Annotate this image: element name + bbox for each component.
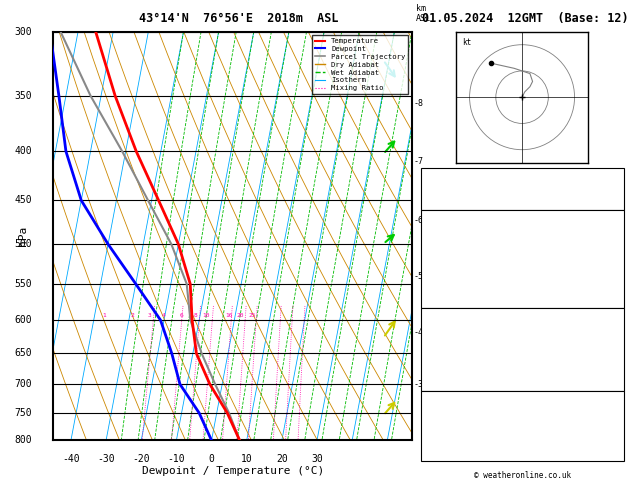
Text: 3: 3: [616, 352, 621, 361]
Text: 4: 4: [616, 268, 621, 277]
Text: hPa: hPa: [18, 226, 28, 246]
Text: Most Unstable: Most Unstable: [490, 311, 555, 320]
Text: 30: 30: [311, 454, 323, 464]
Text: 313: 313: [606, 338, 621, 347]
Text: 450: 450: [14, 195, 32, 206]
Text: θᵉ(K): θᵉ(K): [423, 255, 448, 263]
Text: K: K: [423, 171, 428, 180]
Text: 0.98: 0.98: [601, 198, 621, 207]
Text: Lifted Index: Lifted Index: [423, 268, 483, 277]
Text: 700: 700: [14, 379, 32, 389]
Text: 0: 0: [616, 295, 621, 304]
Text: 286°: 286°: [601, 435, 621, 444]
Text: -9999: -9999: [596, 171, 621, 180]
Text: 10: 10: [203, 313, 210, 318]
Text: Totals Totals: Totals Totals: [423, 185, 488, 193]
Text: Surface: Surface: [505, 214, 540, 223]
Text: 0: 0: [616, 365, 621, 374]
Text: 2: 2: [616, 422, 621, 431]
Text: Pressure (mb): Pressure (mb): [423, 325, 488, 333]
Text: 750: 750: [14, 408, 32, 418]
Text: 7: 7: [616, 449, 621, 458]
Text: 350: 350: [14, 91, 32, 101]
Text: Dewpoint / Temperature (°C): Dewpoint / Temperature (°C): [142, 467, 324, 476]
Text: -6: -6: [414, 216, 424, 225]
Text: 20: 20: [237, 313, 245, 318]
Text: Lifted Index: Lifted Index: [423, 352, 483, 361]
Text: -20: -20: [133, 454, 150, 464]
Text: θᵉ (K): θᵉ (K): [423, 338, 454, 347]
Text: -4: -4: [414, 328, 424, 337]
Text: 500: 500: [14, 239, 32, 249]
Text: Temp (°C): Temp (°C): [423, 227, 469, 236]
Text: StmDir: StmDir: [423, 435, 454, 444]
Text: 25: 25: [248, 313, 255, 318]
Text: -8: -8: [414, 100, 424, 108]
Text: 600: 600: [14, 315, 32, 325]
Text: 400: 400: [14, 146, 32, 156]
Text: 01.05.2024  12GMT  (Base: 12): 01.05.2024 12GMT (Base: 12): [422, 12, 628, 25]
Text: -9999: -9999: [596, 185, 621, 193]
Text: 1: 1: [103, 313, 106, 318]
Text: -14: -14: [606, 408, 621, 417]
Text: 2: 2: [130, 313, 134, 318]
Text: 300: 300: [14, 27, 32, 36]
Text: EH: EH: [423, 408, 433, 417]
Legend: Temperature, Dewpoint, Parcel Trajectory, Dry Adiabat, Wet Adiabat, Isotherm, Mi: Temperature, Dewpoint, Parcel Trajectory…: [311, 35, 408, 94]
Text: 4: 4: [162, 313, 166, 318]
Text: CAPE (J): CAPE (J): [423, 282, 464, 291]
Text: 16: 16: [225, 313, 233, 318]
Text: -10: -10: [168, 454, 186, 464]
Text: 800: 800: [14, 435, 32, 445]
Text: 20: 20: [276, 454, 288, 464]
Text: StmSpd (kt): StmSpd (kt): [423, 449, 478, 458]
Text: CIN (J): CIN (J): [423, 295, 459, 304]
Text: 550: 550: [14, 279, 32, 289]
Text: 313: 313: [606, 255, 621, 263]
Text: 550: 550: [606, 325, 621, 333]
Text: PW (cm): PW (cm): [423, 198, 459, 207]
Text: 7.9: 7.9: [606, 227, 621, 236]
Text: CIN (J): CIN (J): [423, 379, 459, 388]
Text: -5: -5: [414, 272, 424, 281]
Text: -0.1: -0.1: [601, 241, 621, 250]
Text: kt: kt: [462, 38, 471, 47]
Text: Mixing Ratio (g/kg): Mixing Ratio (g/kg): [443, 188, 452, 283]
Text: Dewp (°C): Dewp (°C): [423, 241, 469, 250]
Text: 0: 0: [616, 379, 621, 388]
Text: -3LCL: -3LCL: [414, 380, 439, 389]
Text: 8: 8: [194, 313, 198, 318]
Text: 11: 11: [611, 282, 621, 291]
Text: -40: -40: [62, 454, 80, 464]
Text: CAPE (J): CAPE (J): [423, 365, 464, 374]
Text: © weatheronline.co.uk: © weatheronline.co.uk: [474, 471, 571, 480]
Text: SREH: SREH: [423, 422, 443, 431]
Text: 0: 0: [209, 454, 214, 464]
Text: Hodograph: Hodograph: [500, 395, 545, 403]
Text: -7: -7: [414, 157, 424, 166]
Text: km
ASL: km ASL: [416, 4, 431, 23]
Text: -30: -30: [97, 454, 115, 464]
Text: 10: 10: [241, 454, 253, 464]
Text: 43°14'N  76°56'E  2018m  ASL: 43°14'N 76°56'E 2018m ASL: [139, 12, 339, 25]
Text: 6: 6: [180, 313, 184, 318]
Text: 650: 650: [14, 348, 32, 358]
Text: 3: 3: [148, 313, 152, 318]
